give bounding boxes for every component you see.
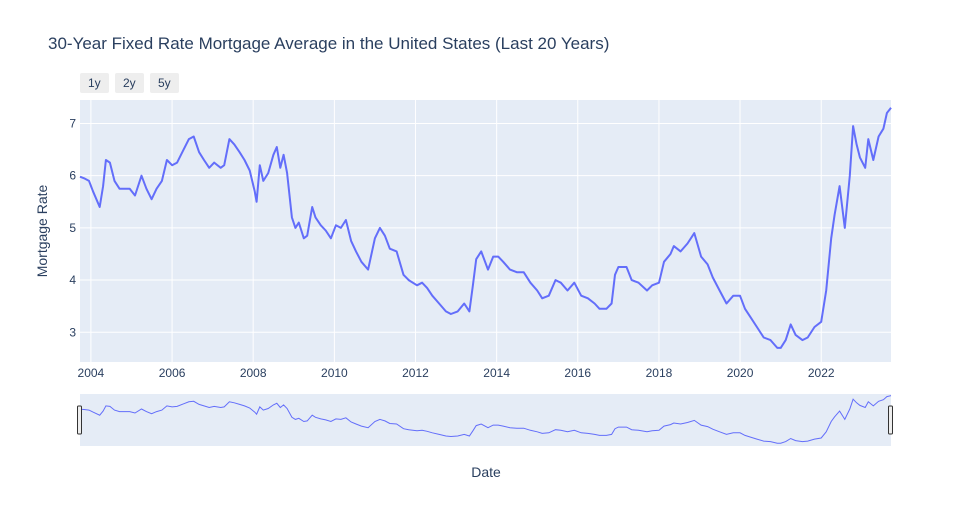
- y-tick-label: 3: [69, 325, 76, 339]
- y-tick-label: 7: [69, 116, 76, 130]
- x-tick-label: 2010: [321, 366, 348, 380]
- series-line: [79, 107, 892, 349]
- range-slider-right-handle[interactable]: [888, 405, 893, 435]
- x-axis-title: Date: [471, 464, 501, 480]
- y-tick-label: 5: [69, 221, 76, 235]
- x-tick-label: 2004: [78, 366, 105, 380]
- x-tick-label: 2008: [240, 366, 267, 380]
- plot-area: [80, 100, 891, 362]
- x-tick-label: 2016: [564, 366, 591, 380]
- series-group: [79, 107, 892, 349]
- x-tick-label: 2006: [159, 366, 186, 380]
- range-button-1y[interactable]: 1y: [80, 73, 109, 93]
- chart-title: 30-Year Fixed Rate Mortgage Average in t…: [48, 34, 610, 53]
- y-tick-label: 4: [69, 273, 76, 287]
- x-tick-label: 2014: [483, 366, 510, 380]
- y-axis-title: Mortgage Rate: [34, 184, 50, 277]
- x-tick-label: 2022: [808, 366, 835, 380]
- range-button-5y[interactable]: 5y: [150, 73, 179, 93]
- range-slider-track[interactable]: [80, 394, 891, 446]
- x-tick-labels: 2004 2006 2008 2010 2012 2014 2016 2018 2020 2022: [78, 366, 835, 380]
- range-slider[interactable]: [77, 394, 893, 446]
- x-tick-label: 2012: [402, 366, 429, 380]
- range-button-2y[interactable]: 2y: [115, 73, 144, 93]
- grid-lines: [80, 100, 891, 362]
- range-slider-series-line: [79, 395, 892, 444]
- x-tick-label: 2020: [727, 366, 754, 380]
- range-slider-left-handle[interactable]: [77, 405, 82, 435]
- y-tick-label: 6: [69, 169, 76, 183]
- x-tick-label: 2018: [646, 366, 673, 380]
- y-tick-labels: 3 4 5 6 7: [69, 116, 76, 339]
